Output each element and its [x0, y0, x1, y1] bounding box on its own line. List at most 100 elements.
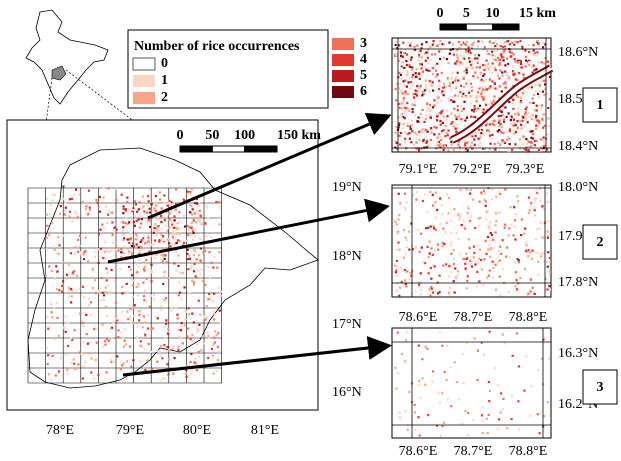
- rice-pixel: [81, 377, 84, 380]
- rice-pixel: [181, 342, 184, 345]
- rice-pixel: [442, 115, 445, 118]
- rice-pixel: [441, 213, 444, 216]
- rice-pixel: [199, 247, 203, 250]
- rice-pixel: [126, 238, 129, 241]
- rice-pixel: [404, 109, 407, 113]
- rice-pixel: [70, 337, 73, 340]
- lon-label: 78.8°E: [509, 444, 548, 459]
- rice-pixel: [425, 128, 428, 131]
- rice-pixel: [404, 79, 407, 82]
- rice-pixel: [440, 99, 443, 102]
- rice-pixel: [472, 110, 476, 113]
- rice-pixel: [183, 286, 186, 289]
- rice-pixel: [527, 61, 531, 64]
- rice-pixel: [129, 268, 132, 271]
- rice-pixel: [93, 377, 96, 380]
- rice-pixel: [121, 234, 124, 237]
- rice-pixel: [536, 51, 539, 54]
- rice-pixel: [533, 198, 536, 201]
- rice-pixel: [132, 359, 135, 362]
- rice-pixel: [456, 213, 460, 216]
- rice-pixel: [435, 126, 438, 129]
- rice-pixel: [163, 274, 166, 277]
- rice-pixel: [115, 228, 118, 231]
- rice-pixel: [538, 432, 541, 435]
- rice-pixel: [207, 217, 210, 220]
- rice-pixel: [537, 149, 540, 152]
- rice-pixel: [396, 147, 399, 150]
- rice-pixel: [157, 225, 160, 228]
- rice-pixel: [178, 280, 181, 284]
- rice-pixel: [204, 235, 208, 238]
- rice-pixel: [438, 274, 441, 277]
- rice-pixel: [395, 289, 398, 292]
- rice-pixel: [527, 140, 530, 143]
- rice-pixel: [515, 332, 519, 335]
- rice-pixel: [405, 339, 408, 342]
- rice-pixel: [437, 248, 440, 251]
- rice-pixel: [139, 344, 142, 347]
- rice-pixel: [464, 149, 467, 152]
- rice-pixel: [147, 239, 150, 242]
- rice-pixel: [442, 94, 445, 97]
- rice-pixel: [530, 135, 533, 138]
- rice-pixel: [420, 47, 423, 50]
- rice-pixel: [526, 129, 530, 132]
- rice-pixel: [127, 318, 130, 321]
- rice-pixel: [495, 220, 498, 223]
- rice-pixel: [464, 409, 467, 413]
- rice-pixel: [534, 238, 537, 241]
- rice-pixel: [511, 55, 514, 58]
- rice-pixel: [543, 260, 546, 263]
- rice-pixel: [207, 292, 211, 295]
- rice-pixel: [181, 271, 184, 275]
- rice-pixel: [400, 107, 403, 110]
- rice-pixel: [132, 208, 135, 212]
- rice-pixel: [489, 247, 492, 250]
- rice-pixel: [468, 50, 471, 53]
- rice-pixel: [445, 85, 448, 88]
- rice-pixel: [459, 188, 462, 192]
- rice-pixel: [55, 288, 59, 291]
- rice-pixel: [405, 85, 408, 88]
- rice-pixel: [517, 259, 520, 262]
- rice-pixel: [401, 102, 404, 105]
- rice-pixel: [131, 278, 134, 281]
- rice-pixel: [439, 146, 442, 149]
- rice-pixel: [47, 373, 51, 376]
- rice-pixel: [479, 216, 482, 220]
- rice-pixel: [160, 228, 163, 231]
- rice-pixel: [514, 143, 517, 146]
- rice-pixel: [535, 124, 538, 127]
- rice-pixel: [507, 112, 510, 115]
- rice-pixel: [172, 344, 175, 348]
- rice-pixel: [452, 263, 456, 266]
- rice-pixel: [191, 279, 194, 282]
- rice-pixel: [143, 299, 146, 302]
- rice-pixel: [83, 251, 86, 254]
- rice-pixel: [421, 358, 424, 361]
- rice-pixel: [205, 206, 208, 209]
- rice-pixel: [397, 123, 401, 126]
- rice-pixel: [461, 422, 464, 425]
- rice-pixel: [516, 78, 519, 81]
- rice-pixel: [543, 144, 546, 147]
- rice-pixel: [546, 265, 549, 268]
- rice-pixel: [436, 292, 440, 295]
- rice-pixel: [141, 195, 144, 198]
- rice-pixel: [509, 206, 512, 209]
- rice-pixel: [122, 212, 125, 215]
- rice-pixel: [160, 248, 163, 251]
- rice-pixel: [411, 125, 414, 128]
- rice-pixel: [431, 72, 435, 76]
- rice-pixel: [217, 332, 220, 335]
- rice-pixel: [442, 109, 445, 112]
- rice-pixel: [156, 228, 159, 231]
- rice-pixel: [404, 410, 407, 413]
- rice-pixel: [546, 220, 550, 223]
- rice-pixel: [113, 360, 116, 363]
- rice-pixel: [429, 115, 432, 118]
- rice-pixel: [486, 50, 489, 53]
- rice-pixel: [547, 251, 550, 254]
- rice-pixel: [397, 232, 400, 235]
